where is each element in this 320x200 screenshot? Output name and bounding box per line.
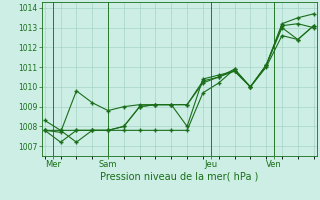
X-axis label: Pression niveau de la mer( hPa ): Pression niveau de la mer( hPa ) xyxy=(100,172,258,182)
